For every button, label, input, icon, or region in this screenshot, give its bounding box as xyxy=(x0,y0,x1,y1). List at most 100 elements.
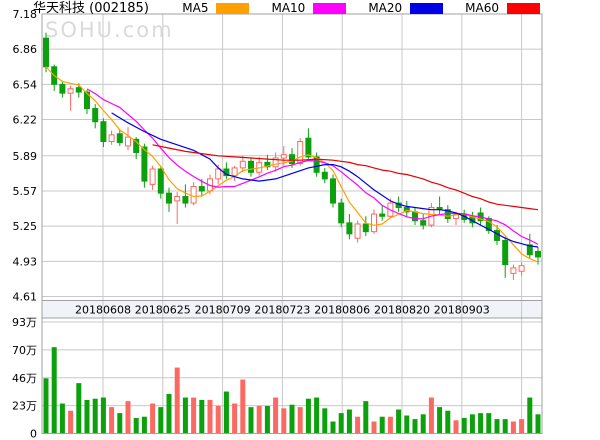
candle-body-down xyxy=(338,202,345,224)
candle-body-down xyxy=(535,250,541,258)
candle-body-down xyxy=(100,121,107,143)
volume-bar xyxy=(264,405,270,434)
plot-borders xyxy=(41,13,543,434)
candle-body-down xyxy=(157,168,164,194)
volume-bar xyxy=(43,378,49,434)
candle-body-up xyxy=(371,213,377,233)
volume-bar xyxy=(486,413,492,434)
candle-body-down xyxy=(264,161,271,168)
volume-bar xyxy=(330,421,336,434)
candle-body-up xyxy=(190,186,197,204)
candle-body-down xyxy=(198,186,205,192)
volume-bar xyxy=(437,407,443,434)
candle-body-up xyxy=(231,167,238,177)
price-tick-label: 6.22 xyxy=(13,114,38,127)
date-label: 20180709 xyxy=(195,304,251,317)
volume-bar xyxy=(346,409,352,434)
legend-label: MA10 xyxy=(271,1,306,15)
legend-item-ma60: MA60 xyxy=(465,2,540,14)
volume-bar xyxy=(478,413,484,434)
volume-bar xyxy=(338,413,344,434)
volume-tick-label: 46万 xyxy=(12,372,37,385)
candle-body-down xyxy=(182,195,189,204)
volume-bar xyxy=(150,403,156,434)
candle-body-down xyxy=(379,213,386,217)
volume-bar xyxy=(527,397,533,434)
candle-body-up xyxy=(280,154,287,159)
date-label: 20180608 xyxy=(75,304,131,317)
volume-bar xyxy=(297,407,303,434)
date-label: 20180903 xyxy=(434,304,490,317)
volume-bar xyxy=(166,393,172,434)
date-label: 20180723 xyxy=(254,304,310,317)
volume-bar xyxy=(199,399,205,434)
volume-bar xyxy=(314,397,320,434)
legend-swatch xyxy=(313,2,347,14)
candle-body-down xyxy=(59,83,66,94)
stock-title: 华天科技 (002185) xyxy=(33,1,149,16)
volume-bar xyxy=(51,347,57,434)
price-tick-label: 5.57 xyxy=(13,185,38,198)
price-tick-label: 7.18 xyxy=(13,8,38,21)
ma5-line xyxy=(45,66,539,263)
candle-body-up xyxy=(510,267,517,274)
volume-tick-label: 0 xyxy=(30,428,37,440)
volume-bar xyxy=(445,410,451,434)
volume-bar xyxy=(469,414,475,434)
volume-bar xyxy=(191,397,197,434)
legend-label: MA60 xyxy=(465,1,499,15)
volume-bar xyxy=(109,407,115,434)
candle-body-up xyxy=(125,136,131,147)
volume-bar xyxy=(494,419,500,434)
volume-bar xyxy=(141,416,147,434)
volume-bar xyxy=(215,405,221,434)
legend-item-ma10: MA10 xyxy=(271,1,347,15)
candle-body-up xyxy=(149,168,156,185)
candle-body-down xyxy=(502,239,509,266)
candle-body-down xyxy=(116,133,123,144)
volume-bar xyxy=(273,397,279,434)
legend-item-ma20: MA20 xyxy=(368,2,444,14)
volume-bar xyxy=(404,415,410,434)
sohu-watermark: SOHU.com xyxy=(45,18,174,42)
gridlines xyxy=(42,14,542,434)
candle-body-down xyxy=(166,192,172,204)
candle-body-up xyxy=(239,160,246,169)
ma20-line xyxy=(111,112,539,248)
volume-bar xyxy=(76,383,82,434)
date-label: 20180625 xyxy=(135,304,191,317)
volume-tick-label: 70万 xyxy=(12,344,37,357)
volume-bar xyxy=(510,421,516,434)
volume-bar xyxy=(355,416,361,434)
volume-bar xyxy=(461,417,467,434)
volume-bar xyxy=(68,410,74,434)
price-tick-label: 6.54 xyxy=(13,78,38,91)
volume-bar xyxy=(305,398,311,434)
candle-body-up xyxy=(518,265,525,272)
candle-body-down xyxy=(305,137,312,158)
axis-labels: 7.18 6.86 6.54 6.22 5.89 5.57 5.25 4.93 4.61 93万 7… xyxy=(12,8,490,440)
price-tick-label: 4.93 xyxy=(13,255,38,268)
candle-body-up xyxy=(272,157,279,168)
candle-body-down xyxy=(321,171,328,180)
volume-bar xyxy=(519,419,525,434)
candle-body-down xyxy=(289,154,295,164)
candle-body-down xyxy=(248,160,254,173)
ma-legend: MA5 MA10 MA20 MA60 xyxy=(182,2,540,14)
candle-body-down xyxy=(420,220,427,226)
volume-bar xyxy=(125,401,131,434)
candle-body-down xyxy=(84,91,90,110)
candle-body-up xyxy=(297,141,304,164)
volume-bar xyxy=(428,397,434,434)
legend-item-ma5: MA5 xyxy=(182,2,250,14)
volume-bar xyxy=(174,367,180,434)
volume-bar xyxy=(289,404,295,434)
price-tick-label: 6.86 xyxy=(13,43,38,56)
volume-bar xyxy=(453,420,459,434)
candle-body-up xyxy=(174,195,181,202)
candle-body-down xyxy=(494,230,500,241)
volume-bar xyxy=(232,403,238,434)
candle-body-up xyxy=(354,223,361,239)
volume-bar xyxy=(256,405,262,434)
volume-tick-label: 23万 xyxy=(12,400,37,413)
